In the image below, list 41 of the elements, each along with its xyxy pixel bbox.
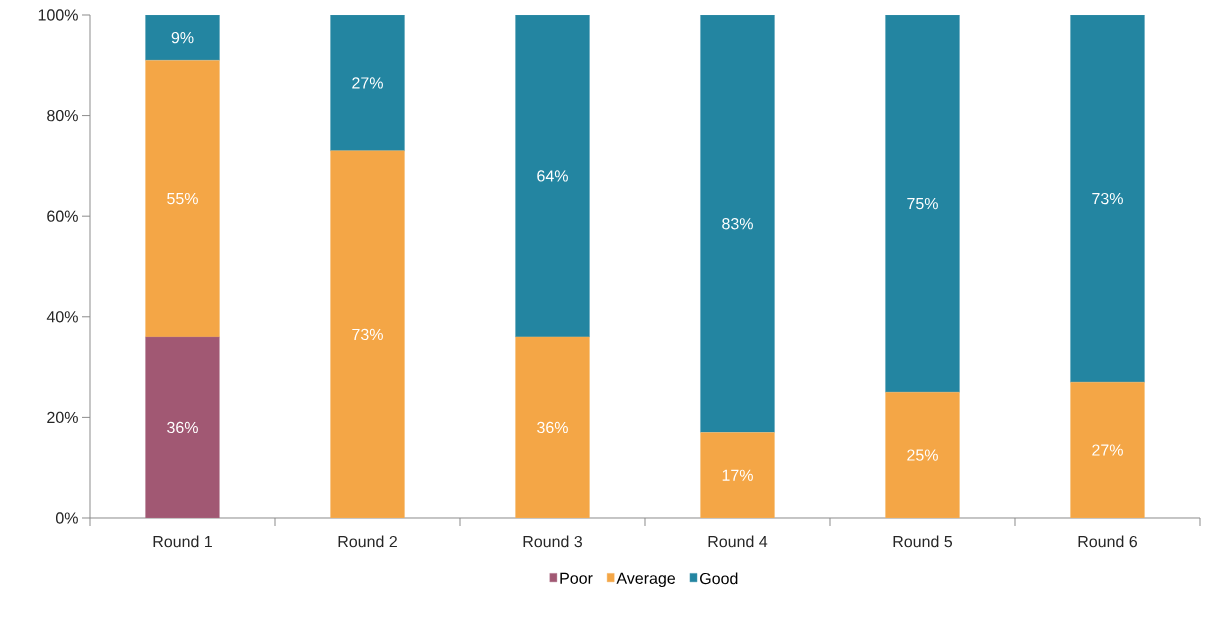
x-tick-label: Round 4 bbox=[708, 535, 768, 548]
data-label: 25% bbox=[907, 449, 938, 461]
data-label: 64% bbox=[537, 170, 568, 182]
bar bbox=[145, 14, 220, 61]
x-tick-label: Round 3 bbox=[523, 535, 583, 548]
data-label: 83% bbox=[722, 218, 753, 230]
bar bbox=[1070, 14, 1145, 383]
y-tick-label: 20% bbox=[47, 411, 78, 424]
legend-label: Good bbox=[700, 572, 738, 585]
bar bbox=[330, 150, 405, 518]
bar bbox=[885, 392, 960, 518]
data-label: 75% bbox=[907, 197, 938, 210]
data-label: 55% bbox=[167, 192, 198, 205]
x-tick-label: Round 6 bbox=[1078, 535, 1137, 548]
legend-label: Average bbox=[616, 572, 676, 588]
data-label: 27% bbox=[1092, 444, 1123, 456]
data-label: 36% bbox=[167, 421, 198, 434]
bar bbox=[515, 336, 590, 518]
bar bbox=[700, 432, 775, 518]
bar bbox=[145, 336, 220, 518]
bar bbox=[330, 14, 405, 151]
data-label: 27% bbox=[352, 77, 383, 89]
data-label: 9% bbox=[171, 31, 194, 44]
bar bbox=[700, 14, 775, 433]
data-label: 73% bbox=[352, 328, 383, 341]
x-tick-label: Round 5 bbox=[893, 535, 953, 548]
data-label: 36% bbox=[537, 421, 568, 434]
y-tick-label: 0% bbox=[55, 512, 78, 524]
bar bbox=[885, 14, 960, 393]
y-tick-label: 80% bbox=[47, 109, 78, 122]
legend-label: Poor bbox=[560, 572, 593, 584]
data-label: 17% bbox=[722, 469, 753, 481]
x-tick-label: Round 2 bbox=[338, 535, 397, 548]
bar bbox=[515, 14, 590, 338]
data-label: 73% bbox=[1092, 192, 1123, 205]
x-tick-label: Round 1 bbox=[153, 535, 212, 548]
bar bbox=[1070, 381, 1145, 518]
y-tick-label: 100% bbox=[38, 9, 78, 21]
y-tick-label: 60% bbox=[47, 210, 78, 222]
bar bbox=[145, 60, 220, 338]
y-tick-label: 40% bbox=[46, 311, 78, 323]
